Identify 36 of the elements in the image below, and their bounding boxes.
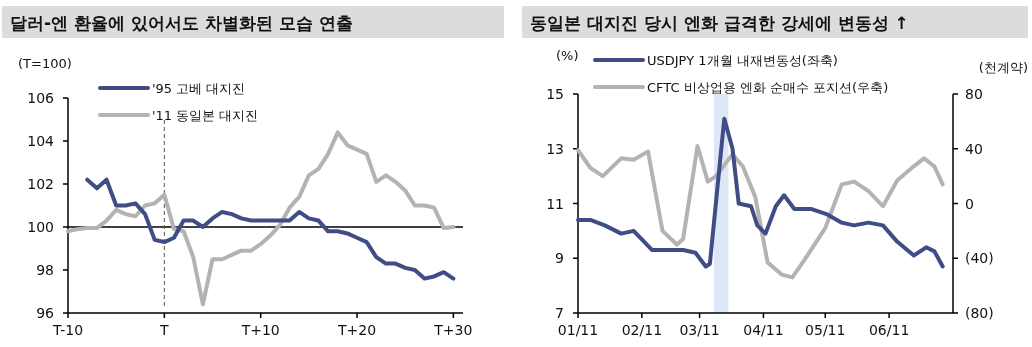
x-tick-label: 06/11 [868,322,910,338]
legend-label: CFTC 비상업용 엔화 순매수 포지션(우축) [647,80,889,95]
y-tick-label: 7 [555,305,564,321]
x-tick-label: 01/11 [557,322,599,338]
y2-axis-title: (천계약) [978,60,1028,75]
y2-tick-label: 0 [965,195,974,212]
x-tick-label: T+20 [336,322,377,338]
x-tick-label: T-10 [51,322,84,338]
y2-tick-label: 80 [965,86,983,102]
y-tick-label: 13 [546,140,564,157]
y-tick-label: 104 [27,133,55,149]
x-tick-label: T [159,322,170,338]
y-tick-label: 100 [27,219,54,235]
x-tick-label: 02/11 [621,322,663,338]
x-tick-label: 03/11 [679,322,720,338]
y2-tick-label: (80) [965,305,994,321]
y-tick-label: 106 [27,90,55,106]
y-tick-label: 98 [36,262,54,278]
legend-label: '11 동일본 대지진 [152,108,259,123]
y2-tick-label: (40) [965,250,994,267]
y-axis-title: (T=100) [18,56,72,71]
y-tick-label: 11 [546,195,564,212]
chart-title: 동일본 대지진 당시 엔화 급격한 강세에 변동성 ↑ [530,13,909,33]
y-tick-label: 96 [36,305,55,321]
legend-label: USDJPY 1개월 내재변동성(좌축) [647,53,838,68]
x-tick-label: 05/11 [805,322,846,338]
x-tick-label: 04/11 [743,322,784,338]
y-tick-label: 102 [27,176,54,192]
chart-title: 달러-엔 환율에 있어서도 차별화된 모습 연출 [10,13,353,33]
legend-label: '95 고베 대지진 [152,81,246,96]
y-axis-title: (%) [556,48,579,63]
y-tick-label: 9 [555,250,564,267]
y2-tick-label: 40 [965,140,983,157]
x-tick-label: T+10 [240,322,280,338]
x-tick-label: T+30 [433,322,473,338]
y-tick-label: 15 [546,86,564,102]
